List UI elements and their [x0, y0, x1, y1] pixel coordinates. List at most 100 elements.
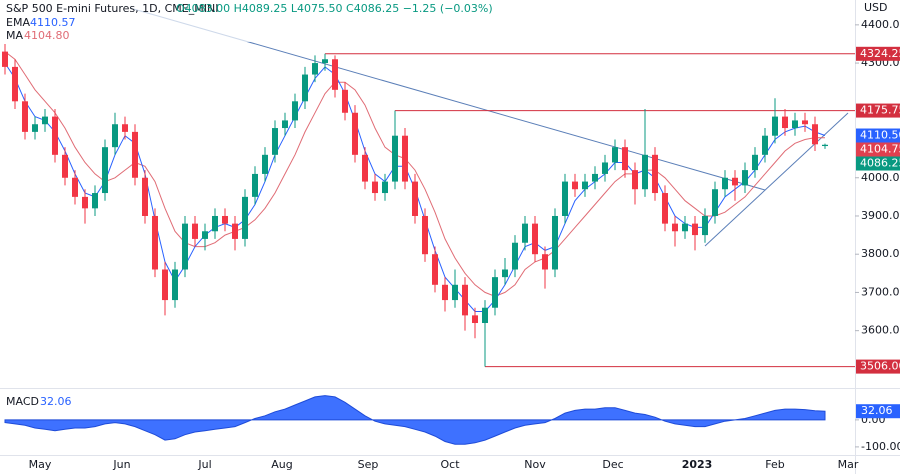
macd-label: MACD — [6, 395, 39, 408]
candle-body — [792, 120, 798, 129]
y-tick-label: 3800.00 — [861, 247, 900, 260]
candle-body — [162, 269, 168, 301]
candle-body — [322, 59, 328, 64]
candle-body — [452, 284, 458, 301]
candle-body — [432, 254, 438, 285]
ohlc-item: O4083.00 — [176, 2, 230, 15]
candle-body — [422, 215, 428, 255]
candle-body — [402, 135, 408, 182]
x-tick-label: Oct — [440, 458, 460, 471]
candle-body — [762, 135, 768, 155]
candle-body — [302, 74, 308, 102]
x-tick-label: Aug — [271, 458, 292, 471]
candle-body — [122, 124, 128, 132]
candle-body — [102, 147, 108, 194]
ohlc-item: C4086.25 — [346, 2, 399, 15]
candle-body — [542, 254, 548, 270]
candle-body — [652, 154, 658, 194]
candle-body — [572, 181, 578, 190]
candle-body — [532, 223, 538, 255]
candle-body — [282, 120, 288, 129]
candle-body — [222, 215, 228, 224]
x-tick-label: 2023 — [682, 458, 713, 471]
candle-body — [292, 101, 298, 121]
candle-body — [482, 307, 488, 324]
ema-value: 4110.57 — [30, 16, 76, 29]
candle-body — [252, 173, 258, 197]
candle-body — [32, 124, 38, 132]
legend-background — [0, 0, 420, 42]
price-tag-label: 4104.75 — [860, 143, 900, 156]
candle-body — [822, 144, 828, 147]
candle-body — [312, 63, 318, 75]
candle-body — [562, 181, 568, 216]
candle-body — [412, 181, 418, 216]
legend: S&P 500 E-mini Futures, 1D, CME_MINI O40… — [0, 0, 888, 408]
candle-body — [382, 181, 388, 194]
price-tag — [856, 156, 900, 171]
price-tag — [856, 103, 900, 118]
candle-body — [682, 223, 688, 232]
candle-body — [172, 269, 178, 301]
price-tag-label: 4175.75 — [860, 104, 900, 117]
candle-body — [92, 193, 98, 209]
price-tag-label: 4324.25 — [860, 47, 900, 60]
candle-body — [62, 154, 68, 178]
candle-body — [82, 196, 88, 209]
price-tag — [856, 46, 900, 61]
candle-body — [552, 215, 558, 270]
price-tag-label: 4086.25 — [860, 157, 900, 170]
candle-body — [332, 59, 338, 90]
candle-body — [662, 193, 668, 224]
candle-body — [202, 231, 208, 239]
candle-body — [732, 177, 738, 186]
price-tag — [856, 359, 900, 374]
candle-body — [742, 170, 748, 186]
candle-body — [622, 147, 628, 171]
ohlc-item: −1.25 (−0.03%) — [403, 2, 493, 15]
candle-body — [232, 223, 238, 239]
title: S&P 500 E-mini Futures, 1D, CME_MINI — [6, 2, 218, 15]
candle-body — [632, 170, 638, 190]
candle-body — [242, 196, 248, 239]
price-tag-label: 4110.50 — [860, 129, 900, 142]
x-tick-label: Feb — [765, 458, 784, 471]
candle-body — [602, 162, 608, 174]
candle-body — [372, 181, 378, 194]
candle-body — [112, 124, 118, 148]
candle-body — [42, 116, 48, 125]
ma-label: MA — [6, 29, 23, 42]
x-tick-label: Sep — [358, 458, 379, 471]
candle-body — [802, 120, 808, 125]
macd-area — [4, 395, 826, 445]
candle-body — [512, 242, 518, 270]
candle-body — [702, 215, 708, 236]
candle-body — [722, 177, 728, 190]
macd-value: 32.06 — [40, 395, 72, 408]
candle-body — [462, 284, 468, 316]
currency: USD — [864, 1, 888, 14]
ma-value: 4104.80 — [24, 29, 70, 42]
candle-body — [392, 135, 398, 182]
candle-body — [272, 128, 278, 155]
candle-body — [2, 51, 8, 67]
x-tick-label: May — [29, 458, 52, 471]
candle-body — [472, 315, 478, 324]
candle-body — [212, 215, 218, 232]
candle-body — [692, 223, 698, 236]
candle-body — [592, 173, 598, 182]
candle-body — [612, 147, 618, 163]
candle-body — [352, 112, 358, 155]
candle-body — [672, 223, 678, 232]
candle-body — [502, 269, 508, 278]
ohlc-item: L4075.50 — [291, 2, 343, 15]
candle-body — [72, 177, 78, 197]
ohlc: O4083.00 H4089.25 L4075.50 C4086.25 −1.2… — [176, 2, 493, 15]
candle-body — [192, 223, 198, 239]
ema-label: EMA — [6, 16, 30, 29]
candle-body — [442, 284, 448, 301]
candle-body — [22, 101, 28, 132]
plot: 4400.004300.004000.003900.003800.003700.… — [2, 18, 900, 471]
